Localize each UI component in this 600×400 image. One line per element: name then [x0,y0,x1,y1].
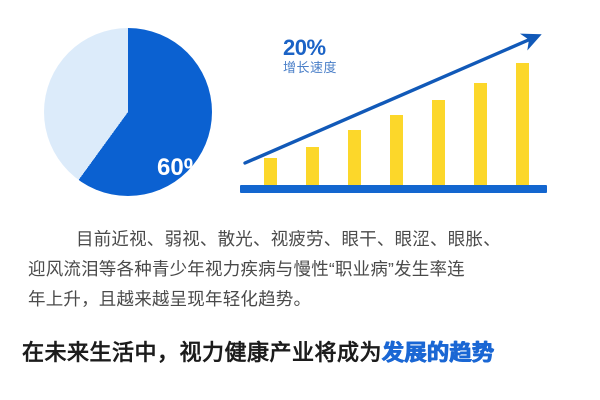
bar-6 [474,83,487,185]
bar-7 [516,63,529,185]
paragraph-line-3: 年上升，且越来越呈现年轻化趋势。 [28,289,312,309]
bar-1 [264,158,277,185]
paragraph-line-1: 目前近视、弱视、散光、视疲劳、眼干、眼涩、眼胀、 [76,229,501,249]
bar-4 [390,115,403,185]
headline-blue-text: 发展的趋势 [382,340,495,365]
growth-callout: 20% 增长速度 [283,36,403,76]
pie-chart: 60% [44,28,212,196]
pie-disc [44,28,212,196]
headline-black-text: 在未来生活中，视力健康产业将成为 [22,340,383,365]
bar-3 [348,130,361,185]
chart-baseline [240,185,547,193]
body-paragraph: 目前近视、弱视、散光、视疲劳、眼干、眼涩、眼胀、 迎风流泪等各种青少年视力疾病与… [28,224,576,314]
bar-chart [236,22,556,197]
bar-5 [432,100,445,185]
growth-percent-value: 20% [283,35,326,60]
bar-2 [306,147,319,185]
growth-trend-arrow [243,33,542,165]
headline: 在未来生活中，视力健康产业将成为发展的趋势 [22,340,582,365]
pie-percentage-label: 60% [156,154,206,181]
growth-caption: 增长速度 [283,60,338,76]
paragraph-line-2: 迎风流泪等各种青少年视力疾病与慢性“职业病”发生率连 [28,259,465,279]
